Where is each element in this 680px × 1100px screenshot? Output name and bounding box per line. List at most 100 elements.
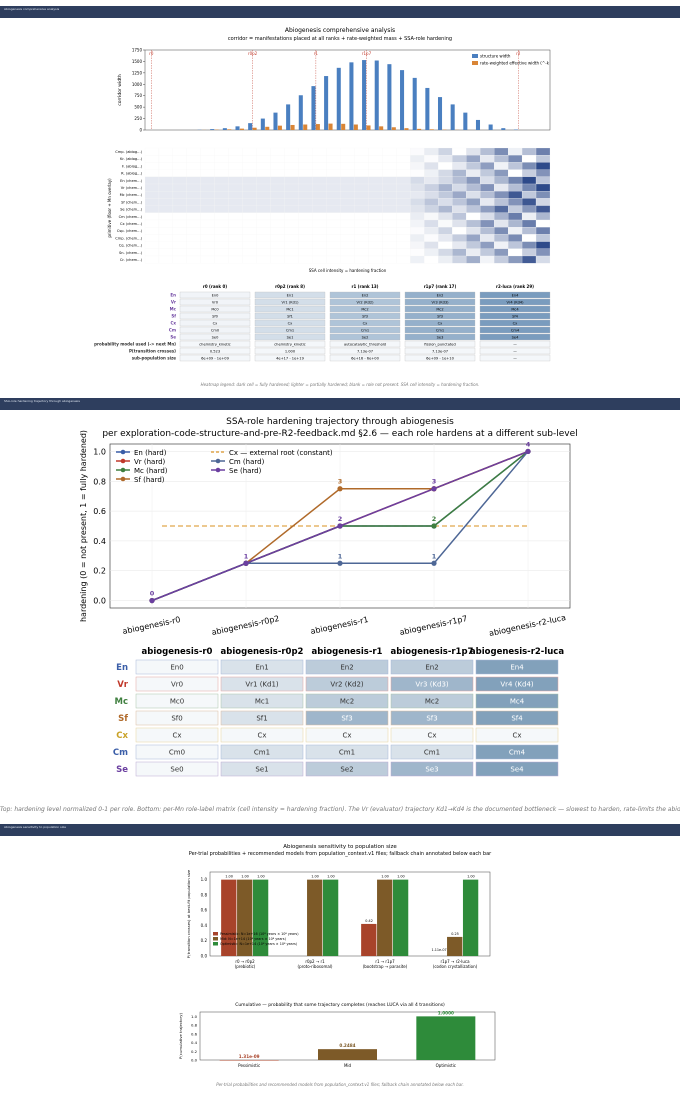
chart1-heatmap-cell (144, 212, 160, 221)
chart1-heatmap-cell (368, 147, 383, 156)
chart3-value-label: 1.00 (225, 875, 233, 879)
chart1-bar (328, 123, 333, 130)
chart1-heatmap-cell (508, 227, 523, 235)
chart1-heatmap-cell (214, 212, 229, 221)
chart1-table-cell (329, 340, 401, 348)
chart1-heatmap-cell (396, 227, 411, 235)
chart1-heatmap-cell (368, 248, 383, 257)
chart2-table-cell-text: Se3 (425, 766, 438, 774)
chart1-table-cell (179, 333, 251, 341)
chart1-heatmap-cell (410, 227, 425, 235)
chart2-table-cell-text: Cm1 (254, 749, 270, 757)
chart1-heatmap-cell (326, 162, 341, 170)
chart2-table-cell (305, 659, 389, 675)
chart2-ytick-label: 0.4 (93, 537, 106, 546)
chart1-heatmap-cell (382, 155, 397, 163)
chart2-point-label: 3 (432, 478, 437, 486)
chart1-heatmap-cell (354, 227, 369, 235)
chart1-heatmap-cell (256, 234, 271, 242)
chart1-table-cell (179, 305, 251, 313)
chart1-table-cell-text: Se4 (512, 335, 519, 339)
chart2-table-cell (135, 761, 219, 777)
chart1-table-cell-text: 6e+09 - 1e+09 (201, 356, 229, 360)
chart1-bar (429, 129, 434, 130)
chart1-heatmap-cell (312, 176, 327, 185)
chart1-heatmap-cell (340, 155, 355, 163)
chart1-ytick-label: 1250 (132, 70, 143, 75)
panel1-header: Abiogenesis comprehensive analysis (0, 6, 680, 18)
chart1-heatmap-cell (172, 147, 187, 156)
chart1-heatmap-cell (298, 162, 313, 170)
chart1-table-header: r2-luca (rank 29) (496, 284, 534, 289)
chart1-heatmap-cell (200, 162, 215, 170)
chart2-xtick-label: abiogenesis-r1 (310, 615, 370, 636)
chart1-heatmap-cell (535, 155, 551, 163)
chart2-point-label: 2 (338, 515, 343, 523)
chart2-point (431, 523, 437, 529)
chart1-heatmap-cell (256, 255, 271, 264)
chart3-value-label: 1.00 (327, 875, 335, 879)
chart3-ytick-label: 0.0 (201, 954, 208, 959)
panel2-header: SSA-role hardening trajectory through ab… (0, 398, 680, 410)
chart1-heatmap-cell (494, 219, 509, 228)
chart1-heatmap-cell (256, 176, 271, 185)
chart1-heatmap-cell (186, 176, 201, 185)
chart1-heatmap-cell (521, 227, 537, 235)
chart1-heatmap-cell (340, 234, 355, 242)
chart1-heatmap-cell (158, 234, 174, 242)
chart3-legend-label: Mid: N=1e+14 (10⁸ years × 10⁸ years) (220, 937, 287, 941)
chart1-heatmap-cell (424, 191, 439, 199)
chart1-heatmap-cell (172, 255, 187, 264)
chart3-legend-swatch (213, 932, 218, 936)
chart1-heatmap-cell (382, 183, 397, 192)
chart1-heatmap-cell (521, 176, 537, 185)
chart1-table-cell (479, 319, 551, 327)
chart1-table-cell (479, 312, 551, 320)
chart1-heatmap-cell (214, 227, 229, 235)
chart1-heatmap-cell (396, 191, 411, 199)
chart2-table-cell-text: Mc0 (170, 698, 184, 706)
chart1-table-cell (404, 305, 476, 313)
chart1-heatmap-cell (326, 191, 341, 199)
chart2-legend-label: Cx — external root (constant) (229, 449, 333, 457)
chart2-table-cell-text: Vr3 (Kd3) (415, 681, 449, 689)
chart1-heatmap-cell (521, 241, 537, 249)
chart1-heatmap-row-label: Cmp. (abiog...) (115, 150, 142, 154)
chart1-heatmap-cell (494, 169, 509, 177)
chart1-table-cell-text: 0.523 (210, 349, 220, 353)
chart1-heatmap-cell (326, 234, 341, 242)
chart1-table-cell (329, 291, 401, 299)
chart3b-ytick-label: 0.8 (191, 1023, 198, 1028)
chart1-heatmap-cell (228, 219, 243, 228)
chart1-ytick-label: 500 (134, 105, 142, 110)
chart1-heatmap-cell (158, 212, 174, 221)
chart1-heatmap-cell (228, 241, 243, 249)
chart1-heatmap-cell (354, 191, 369, 199)
chart1-heatmap-cell (535, 162, 551, 170)
chart1-heatmap-cell (521, 212, 537, 221)
chart1-heatmap-cell (382, 227, 397, 235)
chart1-heatmap-cell (312, 255, 327, 264)
chart2-table-cell (305, 710, 389, 726)
chart1-heatmap-cell (521, 219, 537, 228)
chart1-bar (501, 128, 506, 130)
chart1-heatmap-cell (326, 255, 341, 264)
chart2-table-cell (390, 761, 474, 777)
chart1-heatmap-cell (298, 212, 313, 221)
chart1-heatmap-cell (354, 234, 369, 242)
chart1-table-cell-text: Cm1 (361, 328, 369, 332)
chart1-heatmap-cell (494, 205, 509, 213)
chart1-heatmap-cell (466, 219, 481, 228)
chart2-table-cell (220, 727, 304, 743)
chart1-heatmap-cell (242, 198, 257, 206)
chart2-legend-label: Mc (hard) (134, 467, 168, 475)
chart1-bar (222, 128, 227, 130)
chart1-heatmap-cell (200, 205, 215, 213)
chart1-table-header: r1 (rank 13) (352, 284, 379, 289)
chart1-heatmap-cell (284, 147, 299, 156)
chart1-heatmap-ylabel: primitive (floor + Mn overlay) (107, 178, 112, 238)
chart1-heatmap-cell (284, 234, 299, 242)
chart1-table-cell (179, 312, 251, 320)
chart1-table-cell (254, 326, 326, 334)
chart1-heatmap-cell (200, 241, 215, 249)
